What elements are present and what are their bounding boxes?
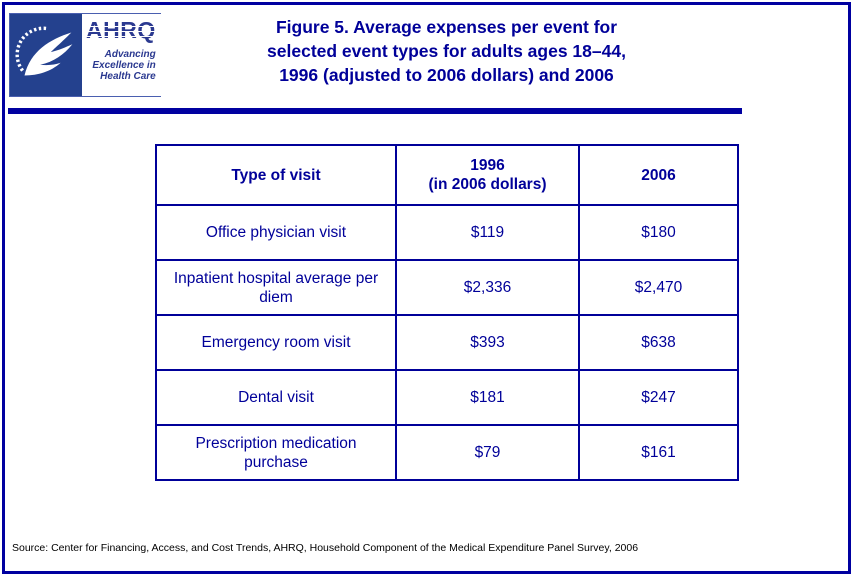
ahrq-stripe bbox=[86, 36, 156, 38]
logo-block: AHRQ Advancing Excellence in Health Care bbox=[9, 13, 161, 97]
hhs-logo-icon bbox=[10, 14, 82, 96]
visit-type-cell: Office physician visit bbox=[155, 204, 397, 261]
ahrq-stripe bbox=[86, 25, 156, 27]
ahrq-logo: AHRQ Advancing Excellence in Health Care bbox=[82, 14, 161, 96]
visit-type-cell: Dental visit bbox=[155, 369, 397, 426]
column-header-1996-line2: (in 2006 dollars) bbox=[428, 176, 547, 193]
column-header-1996-line1: 1996 bbox=[470, 157, 505, 174]
table-row: Inpatient hospital average per diem $2,3… bbox=[155, 259, 739, 316]
header-divider-rule bbox=[8, 108, 742, 114]
value-2006-cell: $638 bbox=[578, 314, 739, 371]
ahrq-tagline-line: Advancing bbox=[104, 49, 156, 60]
value-2006-cell: $2,470 bbox=[578, 259, 739, 316]
ahrq-tagline-line: Health Care bbox=[100, 71, 156, 82]
value-2006-cell: $247 bbox=[578, 369, 739, 426]
visit-type-cell: Prescription medication purchase bbox=[155, 424, 397, 481]
ahrq-wordmark: AHRQ bbox=[86, 19, 156, 42]
table-row: Dental visit $181 $247 bbox=[155, 369, 739, 426]
figure-title: Figure 5. Average expenses per event for… bbox=[140, 15, 753, 87]
value-1996-cell: $181 bbox=[395, 369, 580, 426]
column-header-1996: 1996 (in 2006 dollars) bbox=[395, 144, 580, 206]
table-header-row: Type of visit 1996 (in 2006 dollars) 200… bbox=[155, 144, 739, 206]
ahrq-tagline: Advancing Excellence in Health Care bbox=[92, 49, 155, 82]
table-row: Office physician visit $119 $180 bbox=[155, 204, 739, 261]
value-1996-cell: $2,336 bbox=[395, 259, 580, 316]
table-row: Emergency room visit $393 $638 bbox=[155, 314, 739, 371]
ahrq-stripe bbox=[86, 30, 156, 32]
value-1996-cell: $119 bbox=[395, 204, 580, 261]
figure-title-line: Figure 5. Average expenses per event for bbox=[275, 17, 618, 37]
figure-title-line: selected event types for adults ages 18–… bbox=[267, 41, 626, 61]
value-1996-cell: $79 bbox=[395, 424, 580, 481]
visit-type-cell: Emergency room visit bbox=[155, 314, 397, 371]
value-2006-cell: $180 bbox=[578, 204, 739, 261]
figure-title-line: 1996 (adjusted to 2006 dollars) and 2006 bbox=[279, 65, 614, 85]
expenses-table: Type of visit 1996 (in 2006 dollars) 200… bbox=[155, 144, 739, 481]
value-1996-cell: $393 bbox=[395, 314, 580, 371]
source-note: Source: Center for Financing, Access, an… bbox=[12, 542, 639, 554]
ahrq-wordmark-text: AHRQ bbox=[86, 17, 156, 43]
column-header-2006: 2006 bbox=[578, 144, 739, 206]
value-2006-cell: $161 bbox=[578, 424, 739, 481]
ahrq-tagline-line: Excellence in bbox=[92, 60, 156, 71]
column-header-type-of-visit: Type of visit bbox=[155, 144, 397, 206]
hhs-eagle-icon bbox=[10, 14, 82, 96]
visit-type-cell: Inpatient hospital average per diem bbox=[155, 259, 397, 316]
table-row: Prescription medication purchase $79 $16… bbox=[155, 424, 739, 481]
